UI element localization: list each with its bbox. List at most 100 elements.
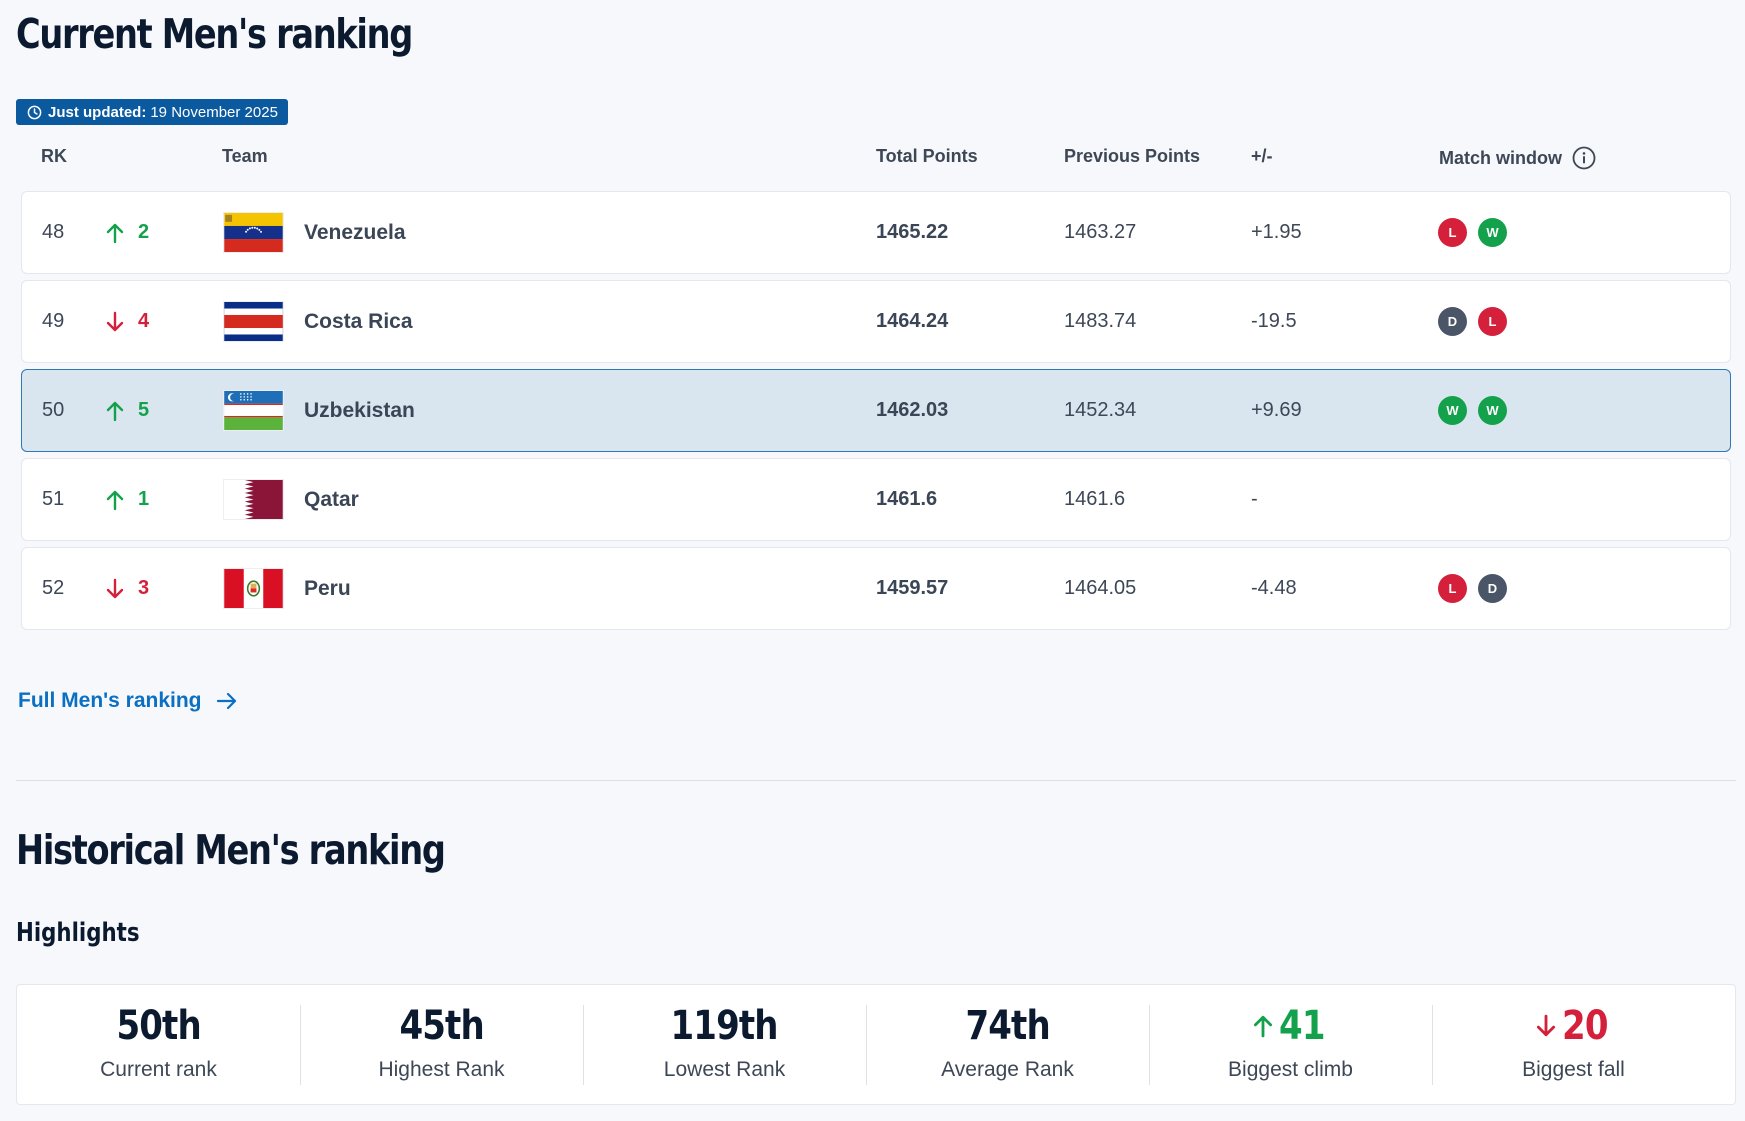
header-team: Team	[222, 146, 268, 166]
venezuela-flag-icon	[223, 212, 284, 253]
result-badge: L	[1478, 307, 1507, 336]
stat-item: 74th Average Rank	[866, 985, 1149, 1104]
table-row[interactable]: 48 2 Venezuela 1465.22 1463.27 +1.95 L W	[21, 191, 1731, 274]
total-points-cell: 1465.22	[876, 221, 949, 243]
rank-change-value: 5	[138, 399, 150, 421]
total-points-cell: 1461.6	[876, 488, 938, 510]
stat-separator	[1149, 1005, 1150, 1085]
result-badge: W	[1478, 218, 1507, 247]
total-points-cell: 1459.57	[876, 577, 949, 599]
current-ranking-title: Current Men's ranking	[16, 10, 413, 58]
table-header: RK Team Total Points Previous Points +/-…	[0, 146, 1745, 170]
arrow-down-icon	[106, 311, 124, 331]
stat-separator	[1432, 1005, 1433, 1085]
stat-item: 20 Biggest fall	[1432, 985, 1715, 1104]
stat-label: Biggest climb	[1228, 1058, 1353, 1081]
previous-points-cell: 1452.34	[1064, 399, 1137, 421]
arrow-up-icon	[106, 401, 124, 421]
previous-points-cell: 1483.74	[1064, 310, 1137, 332]
team-flag	[223, 548, 284, 629]
team-flag	[223, 370, 284, 451]
result-badge: W	[1478, 396, 1507, 425]
previous-points-cell: 1461.6	[1064, 488, 1126, 510]
result-badge: D	[1478, 574, 1507, 603]
arrow-up-icon	[106, 490, 124, 510]
stat-separator	[300, 1005, 301, 1085]
rank-change-value: 1	[138, 488, 150, 510]
section-divider	[16, 780, 1736, 781]
highlights-title: Highlights	[16, 918, 140, 948]
rank-change-value: 4	[138, 310, 150, 332]
stat-value-text: 41	[1278, 1003, 1325, 1049]
stat-value: 50th	[17, 1003, 300, 1049]
header-previous-points: Previous Points	[1064, 146, 1201, 166]
stat-item: 41 Biggest climb	[1149, 985, 1432, 1104]
team-flag	[223, 459, 284, 540]
stat-value-text: 20	[1561, 1003, 1608, 1049]
costa-rica-flag-icon	[223, 301, 284, 342]
stat-value-text: 74th	[965, 1003, 1050, 1049]
rank-cell: 51	[42, 488, 65, 510]
full-ranking-link[interactable]: Full Men's ranking	[18, 688, 238, 714]
result-badge: W	[1438, 396, 1467, 425]
updated-label: Just updated:	[48, 103, 147, 121]
rank-cell: 52	[42, 577, 65, 599]
full-ranking-link-label: Full Men's ranking	[18, 689, 202, 712]
table-row[interactable]: 52 3 Peru 1459.57 1464.05 -4.48 L D	[21, 547, 1731, 630]
stat-value: 74th	[866, 1003, 1149, 1049]
rank-change: 5	[106, 370, 149, 451]
total-points-cell: 1462.03	[876, 399, 949, 421]
rank-cell: 49	[42, 310, 65, 332]
stat-value: 45th	[300, 1003, 583, 1049]
previous-points-cell: 1463.27	[1064, 221, 1137, 243]
header-match-window: Match window	[1439, 146, 1596, 170]
updated-badge: Just updated: 19 November 2025	[16, 99, 288, 125]
header-diff: +/-	[1251, 146, 1273, 166]
points-diff-cell: +9.69	[1251, 399, 1302, 421]
team-name[interactable]: Venezuela	[304, 220, 406, 244]
stat-value-text: 45th	[399, 1003, 484, 1049]
stat-separator	[583, 1005, 584, 1085]
rank-change-value: 2	[138, 221, 150, 243]
stat-item: 45th Highest Rank	[300, 985, 583, 1104]
peru-flag-icon	[223, 568, 284, 609]
info-icon[interactable]	[1572, 146, 1596, 170]
points-diff-cell: -	[1251, 488, 1258, 510]
rank-change: 1	[106, 459, 149, 540]
stat-item: 50th Current rank	[17, 985, 300, 1104]
table-row[interactable]: 51 1 Qatar 1461.6 1461.6 -	[21, 458, 1731, 541]
team-name[interactable]: Uzbekistan	[304, 398, 415, 422]
stat-label: Highest Rank	[378, 1058, 505, 1081]
rank-cell: 50	[42, 399, 65, 421]
arrow-up-icon	[106, 223, 124, 243]
total-points-cell: 1464.24	[876, 310, 949, 332]
highlights-panel: 50th Current rank 45th Highest Rank 119th Low…	[16, 984, 1736, 1105]
team-name[interactable]: Costa Rica	[304, 309, 413, 333]
header-rk: RK	[41, 146, 67, 166]
table-row[interactable]: 50 5 Uzbekistan 1462.03 1452.34 +9.69 W W	[21, 369, 1731, 452]
clock-icon	[27, 105, 42, 119]
arrow-right-icon	[216, 692, 236, 710]
arrow-down-icon	[1536, 1014, 1555, 1037]
team-flag	[223, 281, 284, 362]
stat-value-text: 119th	[670, 1003, 779, 1049]
team-name[interactable]: Qatar	[304, 487, 359, 511]
updated-date: 19 November 2025	[150, 103, 278, 121]
arrow-up-icon	[1253, 1015, 1272, 1038]
table-row[interactable]: 49 4 Costa Rica 1464.24 1483.74 -19.5 D L	[21, 280, 1731, 363]
points-diff-cell: -4.48	[1251, 577, 1297, 599]
stat-label: Biggest fall	[1522, 1058, 1625, 1081]
stat-separator	[866, 1005, 867, 1085]
team-flag	[223, 192, 284, 273]
stat-value: 41	[1149, 1003, 1432, 1049]
team-name[interactable]: Peru	[304, 576, 351, 600]
arrow-down-icon	[106, 578, 124, 598]
result-badge: L	[1438, 218, 1467, 247]
historical-ranking-title: Historical Men's ranking	[16, 826, 446, 874]
uzbekistan-flag-icon	[223, 390, 284, 431]
